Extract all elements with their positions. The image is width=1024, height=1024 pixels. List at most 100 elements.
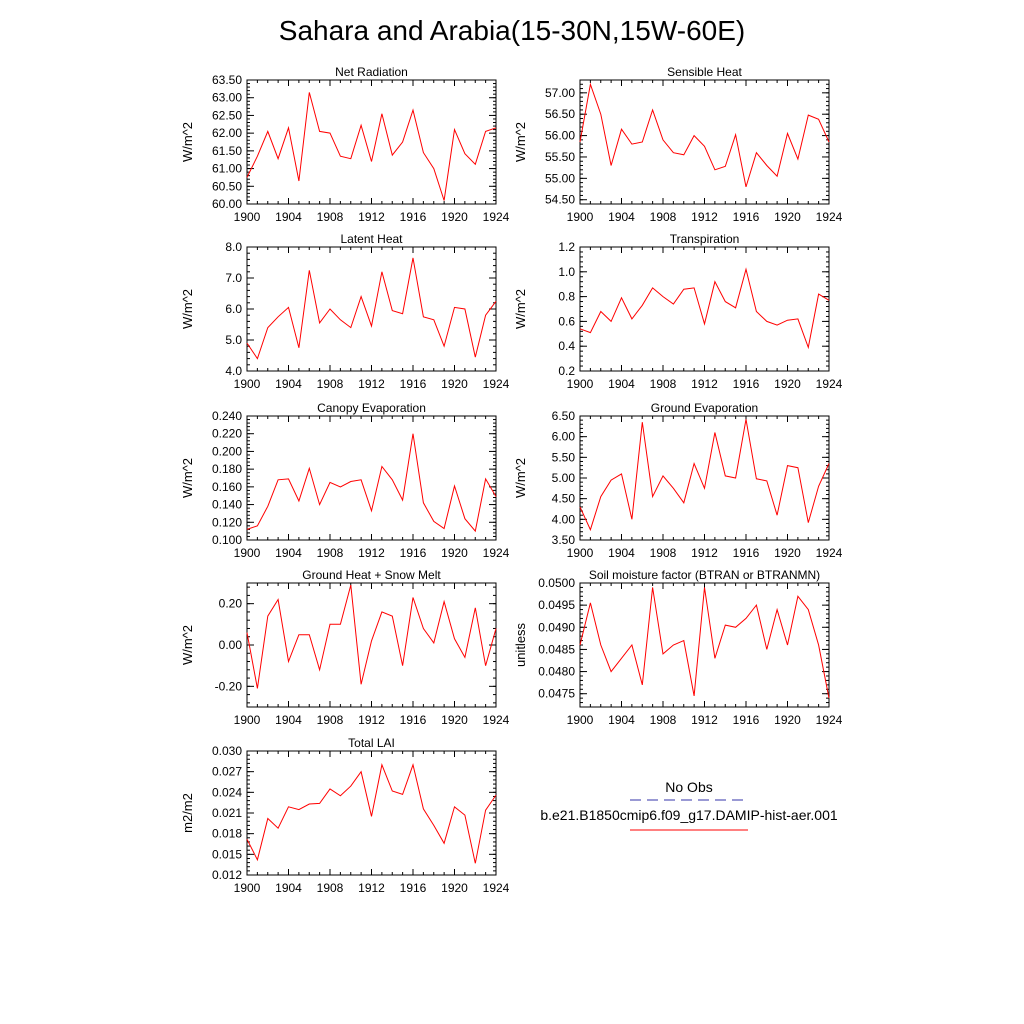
y-tick-label: 7.0 xyxy=(225,271,242,285)
y-tick-label: 0.2 xyxy=(558,364,575,378)
x-tick-label: 1908 xyxy=(650,377,677,391)
y-tick-label: 8.0 xyxy=(225,240,242,254)
y-tick-label: 0.240 xyxy=(212,409,242,423)
x-tick-label: 1912 xyxy=(691,713,718,727)
y-tick-label: 60.00 xyxy=(212,197,242,211)
x-tick-label: 1912 xyxy=(691,546,718,560)
x-tick-label: 1908 xyxy=(317,713,344,727)
x-tick-label: 1900 xyxy=(234,546,261,560)
y-tick-label: 4.50 xyxy=(552,492,576,506)
chart-title: Transpiration xyxy=(670,232,740,246)
y-tick-label: 0.0500 xyxy=(538,576,575,590)
x-tick-label: 1916 xyxy=(400,713,427,727)
page-title: Sahara and Arabia(15-30N,15W-60E) xyxy=(279,15,745,46)
x-tick-label: 1920 xyxy=(441,546,468,560)
x-tick-label: 1904 xyxy=(608,210,635,224)
y-tick-label: 0.120 xyxy=(212,515,242,529)
x-tick-label: 1900 xyxy=(234,210,261,224)
y-axis-label: W/m^2 xyxy=(180,625,195,665)
x-tick-label: 1900 xyxy=(234,377,261,391)
chart-title: Ground Evaporation xyxy=(651,401,758,415)
y-tick-label: 0.20 xyxy=(219,597,243,611)
x-tick-label: 1912 xyxy=(691,210,718,224)
x-tick-label: 1900 xyxy=(234,881,261,895)
y-tick-label: 5.50 xyxy=(552,450,576,464)
y-axis-label: W/m^2 xyxy=(513,122,528,162)
legend-obs-label: No Obs xyxy=(665,779,712,795)
y-tick-label: 0.0490 xyxy=(538,620,575,634)
chart-panel: Soil moisture factor (BTRAN or BTRANMN) u… xyxy=(513,568,843,727)
x-tick-label: 1916 xyxy=(733,210,760,224)
y-axis-label: W/m^2 xyxy=(513,289,528,329)
y-axis-label: W/m^2 xyxy=(513,458,528,498)
y-tick-label: 6.00 xyxy=(552,430,576,444)
x-tick-label: 1924 xyxy=(816,377,843,391)
y-tick-label: 56.00 xyxy=(545,129,575,143)
x-tick-label: 1908 xyxy=(317,210,344,224)
series-line xyxy=(246,763,497,864)
y-tick-label: 56.50 xyxy=(545,107,575,121)
y-tick-label: 0.100 xyxy=(212,533,242,547)
y-axis-label: unitless xyxy=(513,622,528,667)
x-tick-label: 1916 xyxy=(400,881,427,895)
x-tick-label: 1920 xyxy=(774,713,801,727)
y-tick-label: 54.50 xyxy=(545,193,575,207)
x-tick-label: 1920 xyxy=(774,546,801,560)
plot-frame xyxy=(246,79,497,205)
panels: Net Radiation W/m^2 1900 1904 1908 1912 1916 19… xyxy=(180,65,843,895)
x-tick-label: 1916 xyxy=(733,713,760,727)
y-tick-label: 61.50 xyxy=(212,144,242,158)
y-tick-label: 0.021 xyxy=(212,806,242,820)
y-tick-label: 61.00 xyxy=(212,162,242,176)
x-tick-label: 1924 xyxy=(483,210,510,224)
y-tick-label: 62.50 xyxy=(212,108,242,122)
y-axis-label: W/m^2 xyxy=(180,458,195,498)
x-tick-label: 1924 xyxy=(483,713,510,727)
x-tick-label: 1904 xyxy=(275,377,302,391)
x-tick-label: 1920 xyxy=(774,210,801,224)
y-tick-label: 63.50 xyxy=(212,73,242,87)
y-tick-label: -0.20 xyxy=(215,679,243,693)
y-tick-label: 55.00 xyxy=(545,171,575,185)
x-tick-label: 1924 xyxy=(816,210,843,224)
y-tick-label: 62.00 xyxy=(212,126,242,140)
plot-frame xyxy=(246,750,497,876)
x-tick-label: 1916 xyxy=(400,210,427,224)
chart-panel: Ground Heat + Snow Melt W/m^2 1900 1904 1908… xyxy=(180,568,510,727)
y-tick-label: 0.6 xyxy=(558,314,575,328)
chart-title: Canopy Evaporation xyxy=(317,401,426,415)
y-axis-label: m2/m2 xyxy=(180,793,195,833)
series-line xyxy=(246,257,497,360)
series-line xyxy=(246,584,497,689)
x-tick-label: 1904 xyxy=(275,881,302,895)
x-tick-label: 1920 xyxy=(441,377,468,391)
y-tick-label: 0.140 xyxy=(212,498,242,512)
x-tick-label: 1908 xyxy=(650,546,677,560)
chart-panel: Net Radiation W/m^2 1900 1904 1908 1912 1916 19… xyxy=(180,65,510,224)
chart-title: Latent Heat xyxy=(340,232,403,246)
x-tick-label: 1912 xyxy=(358,881,385,895)
x-tick-label: 1912 xyxy=(358,546,385,560)
chart-title: Soil moisture factor (BTRAN or BTRANMN) xyxy=(589,568,820,582)
y-tick-label: 0.030 xyxy=(212,744,242,758)
plot-frame xyxy=(579,415,830,541)
y-tick-label: 0.024 xyxy=(212,785,242,799)
plot-frame xyxy=(579,246,830,372)
y-tick-label: 0.0475 xyxy=(538,687,575,701)
x-tick-label: 1908 xyxy=(317,377,344,391)
x-tick-label: 1920 xyxy=(441,713,468,727)
y-tick-label: 5.00 xyxy=(552,471,576,485)
series-line xyxy=(579,82,830,188)
chart-title: Total LAI xyxy=(348,736,395,750)
y-tick-label: 0.0495 xyxy=(538,598,575,612)
legend-model-label: b.e21.B1850cmip6.f09_g17.DAMIP-hist-aer.… xyxy=(540,807,838,823)
y-tick-label: 4.00 xyxy=(552,512,576,526)
x-tick-label: 1908 xyxy=(317,881,344,895)
x-tick-label: 1920 xyxy=(441,210,468,224)
series-line xyxy=(246,92,497,201)
chart-panel: Canopy Evaporation W/m^2 1900 1904 1908 1912 1… xyxy=(180,401,510,560)
chart-title: Ground Heat + Snow Melt xyxy=(302,568,441,582)
x-tick-label: 1904 xyxy=(275,546,302,560)
x-tick-label: 1920 xyxy=(441,881,468,895)
